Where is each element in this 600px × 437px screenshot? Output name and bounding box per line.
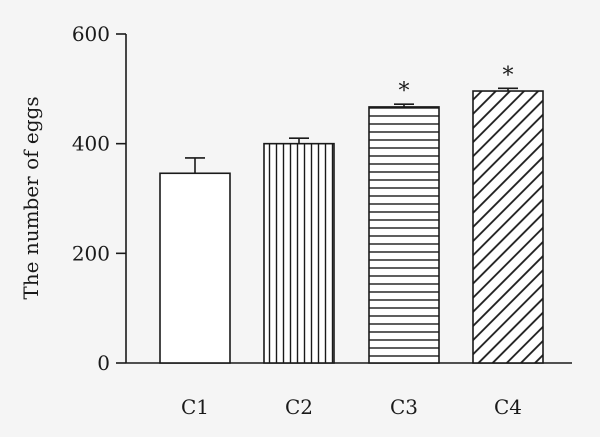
- x-category-label: C1: [181, 395, 209, 419]
- bar-c1: [159, 172, 231, 364]
- y-axis-title: The number of eggs: [19, 96, 43, 299]
- bar-c4: [472, 90, 544, 364]
- error-bar-c4: [498, 87, 518, 92]
- error-bar-c2: [289, 137, 309, 144]
- category-labels: C1 C2 C3 C4: [181, 395, 522, 419]
- error-bar-c3: [394, 103, 414, 107]
- x-category-label: C3: [390, 395, 418, 419]
- x-category-label: C4: [494, 395, 522, 419]
- bar-c2: [263, 142, 335, 364]
- significance-marker: *: [503, 63, 514, 88]
- y-tick-label: 400: [72, 132, 110, 156]
- y-tick-label: 0: [97, 351, 110, 375]
- bars: **: [159, 63, 544, 364]
- x-category-label: C2: [285, 395, 313, 419]
- error-bar-c1: [185, 157, 205, 174]
- bar-c3: [368, 106, 440, 364]
- y-tick-label: 600: [72, 22, 110, 46]
- y-tick-label: 200: [72, 241, 110, 265]
- significance-marker: *: [399, 79, 410, 104]
